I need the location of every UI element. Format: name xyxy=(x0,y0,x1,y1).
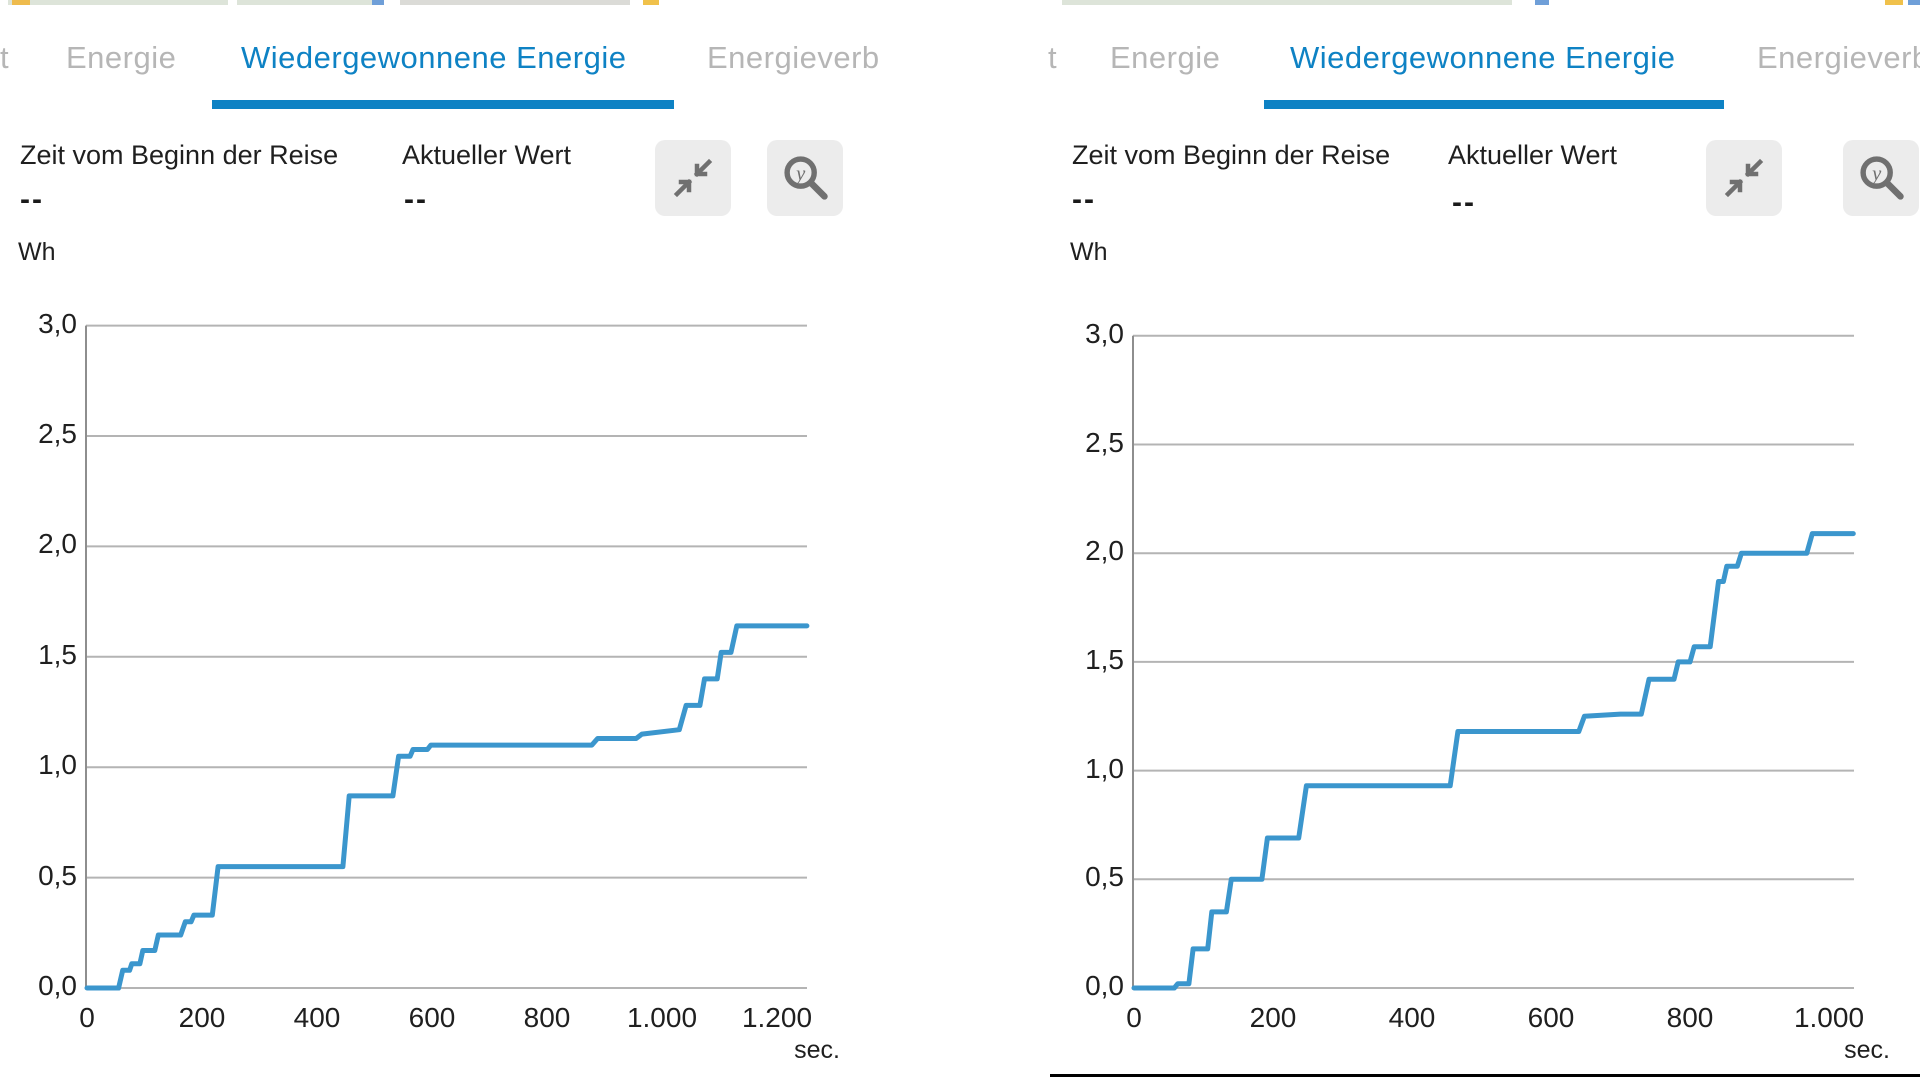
x-tick-label: 800 xyxy=(1666,1002,1714,1033)
magnifier-y-icon: y xyxy=(784,156,828,200)
chart-panel-left: t Energie Wiedergewonnene Energie Energi… xyxy=(0,0,960,1080)
chart-area[interactable] xyxy=(960,0,1920,1080)
collapse-button[interactable] xyxy=(655,140,731,216)
tab-wiedergewonnene-energie[interactable]: Wiedergewonnene Energie xyxy=(241,40,627,75)
y-tick-label: 0,5 xyxy=(38,859,77,891)
y-tick-label: 0,5 xyxy=(1085,861,1124,893)
y-tick-label: 2,5 xyxy=(1085,426,1124,458)
x-tick-label: 400 xyxy=(293,1002,341,1033)
recovered-energy-line xyxy=(1131,531,1856,991)
x-tick-label: 1.000 xyxy=(1793,1002,1865,1033)
collapse-arrows-icon xyxy=(1724,158,1764,198)
y-tick-label: 1,0 xyxy=(38,749,77,781)
y-tick-label: 3,0 xyxy=(38,307,77,339)
current-value-label: Aktueller Wert xyxy=(402,140,572,170)
x-tick-label: 1.200 xyxy=(741,1002,813,1033)
current-value-value: -- xyxy=(404,183,428,216)
x-axis-unit: sec. xyxy=(794,1036,840,1064)
tab-energieverbrauch[interactable]: Energieverb xyxy=(707,40,880,75)
chart-panel-right: t Energie Wiedergewonnene Energie Energi… xyxy=(960,0,1920,1080)
tab-energie[interactable]: Energie xyxy=(1110,40,1221,75)
top-strip-segment xyxy=(1062,0,1512,5)
trip-time-value: -- xyxy=(20,183,44,216)
top-strip-segment xyxy=(237,0,378,5)
tab-energie[interactable]: Energie xyxy=(66,40,177,75)
trip-time-label: Zeit vom Beginn der Reise xyxy=(1072,140,1391,170)
top-strip-blue-mark xyxy=(1535,0,1549,5)
top-strip-yellow-mark xyxy=(1885,0,1903,5)
collapse-button[interactable] xyxy=(1706,140,1782,216)
top-strip-segment xyxy=(400,0,630,5)
collapse-arrows-icon xyxy=(673,158,713,198)
top-strip-yellow-mark xyxy=(643,0,659,5)
recovered-energy-line xyxy=(84,623,810,991)
x-tick-label: 200 xyxy=(1249,1002,1297,1033)
y-tick-label: 1,0 xyxy=(1085,752,1124,784)
x-tick-label: 0 xyxy=(79,1002,95,1033)
trip-time-label: Zeit vom Beginn der Reise xyxy=(20,140,339,170)
y-tick-label: 1,5 xyxy=(38,638,77,670)
screen-bottom-bar xyxy=(1050,1074,1920,1077)
x-tick-label: 0 xyxy=(1126,1002,1142,1033)
active-tab-underline xyxy=(1264,100,1724,109)
zoom-y-axis-button[interactable]: y xyxy=(767,140,843,216)
top-strip-segment xyxy=(8,0,228,5)
y-tick-label: 2,0 xyxy=(38,528,77,560)
y-tick-label: 3,0 xyxy=(1085,317,1124,349)
x-tick-label: 200 xyxy=(178,1002,226,1033)
tab-wiedergewonnene-energie[interactable]: Wiedergewonnene Energie xyxy=(1290,40,1676,75)
y-tick-label: 1,5 xyxy=(1085,643,1124,675)
top-strip-blue-mark xyxy=(372,0,384,5)
x-axis-unit: sec. xyxy=(1844,1036,1890,1064)
zoom-y-axis-button[interactable]: y xyxy=(1843,140,1919,216)
top-strip-blue-mark xyxy=(1908,0,1920,5)
top-strip-yellow-mark xyxy=(12,0,30,5)
magnifier-y-icon: y xyxy=(1860,156,1904,200)
tab-energieverbrauch[interactable]: Energieverb xyxy=(1757,40,1920,75)
active-tab-underline xyxy=(212,100,674,109)
y-tick-label: 2,0 xyxy=(1085,535,1124,567)
x-tick-label: 600 xyxy=(1527,1002,1575,1033)
svg-text:y: y xyxy=(794,163,806,185)
x-tick-label: 800 xyxy=(523,1002,571,1033)
y-axis-unit: Wh xyxy=(18,238,56,266)
tab-cut-left[interactable]: t xyxy=(1048,40,1058,75)
current-value-label: Aktueller Wert xyxy=(1448,140,1618,170)
current-value-value: -- xyxy=(1452,186,1476,219)
svg-text:y: y xyxy=(1870,163,1882,185)
x-tick-label: 600 xyxy=(408,1002,456,1033)
y-tick-label: 0,0 xyxy=(1085,970,1124,1001)
y-axis-unit: Wh xyxy=(1070,238,1108,266)
chart-area[interactable] xyxy=(0,0,960,1080)
tab-cut-left[interactable]: t xyxy=(0,40,10,75)
x-tick-label: 1.000 xyxy=(626,1002,698,1033)
y-tick-label: 2,5 xyxy=(38,418,77,449)
trip-time-value: -- xyxy=(1072,183,1096,216)
y-tick-label: 0,0 xyxy=(38,970,77,1001)
x-tick-label: 400 xyxy=(1388,1002,1436,1033)
